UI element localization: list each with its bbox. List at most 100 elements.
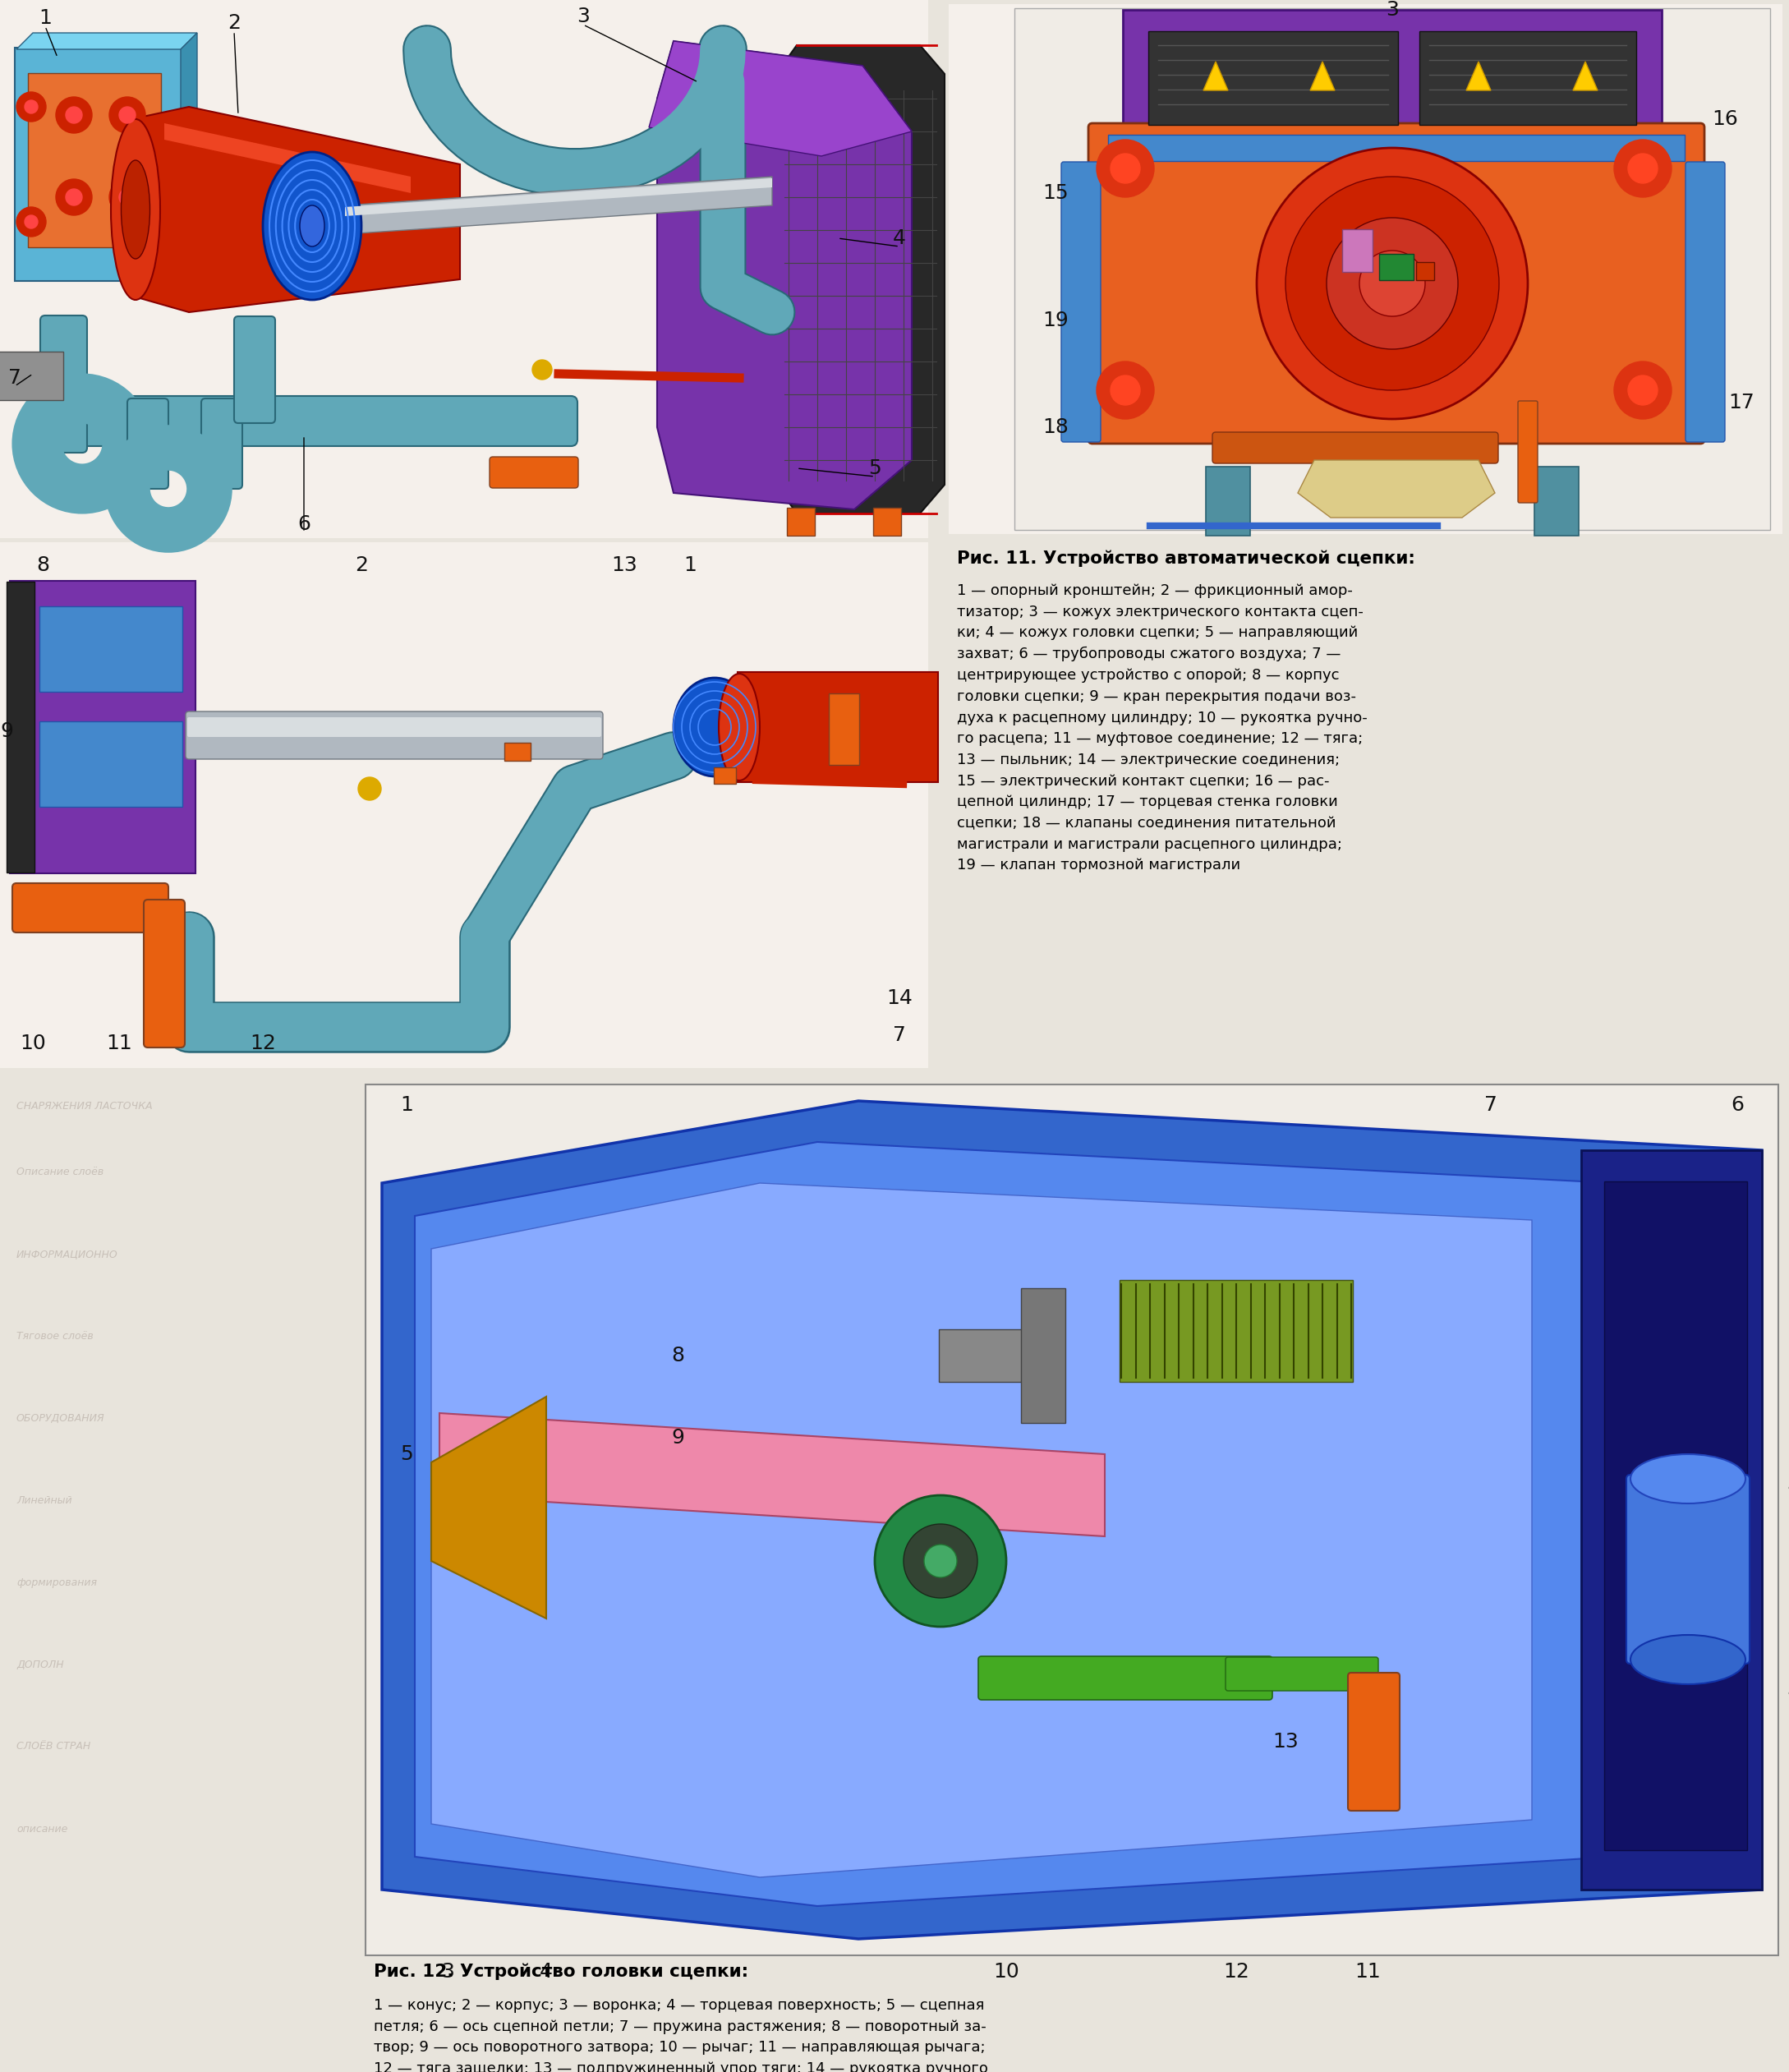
FancyBboxPatch shape <box>11 580 195 872</box>
FancyBboxPatch shape <box>1605 1181 1748 1850</box>
Text: формирования: формирования <box>453 823 533 833</box>
FancyBboxPatch shape <box>873 508 902 537</box>
Text: 8: 8 <box>36 555 50 576</box>
FancyBboxPatch shape <box>504 742 531 760</box>
Text: 4: 4 <box>540 1962 553 1981</box>
Text: ХАНИЧЕСКИХ УСТРОЙСТВ: ХАНИЧЕСКИХ УСТРОЙСТВ <box>460 54 598 64</box>
Circle shape <box>120 189 136 205</box>
Circle shape <box>109 178 145 215</box>
FancyBboxPatch shape <box>0 352 63 400</box>
Text: ОБОРУД: ОБОРУД <box>411 1577 463 1589</box>
Circle shape <box>1286 176 1499 390</box>
Polygon shape <box>657 41 912 510</box>
Circle shape <box>66 189 82 205</box>
Text: ОПИСАНИЕ СЛОЁВ: ОПИСАНИЕ СЛОЁВ <box>82 657 181 667</box>
FancyBboxPatch shape <box>1107 135 1685 162</box>
Bar <box>0 0 928 539</box>
Text: ДОПОЛН: ДОПОЛН <box>16 1660 64 1670</box>
FancyBboxPatch shape <box>1088 122 1705 443</box>
Circle shape <box>1111 153 1140 182</box>
Circle shape <box>1628 375 1658 404</box>
Circle shape <box>1327 218 1458 350</box>
FancyBboxPatch shape <box>1206 466 1251 537</box>
Polygon shape <box>415 1142 1614 1906</box>
Text: 11: 11 <box>106 1034 132 1053</box>
Polygon shape <box>1204 62 1227 91</box>
Text: ДОПОЛНЕНИЯ ИНФОРМАЦИОННО: ДОПОЛНЕНИЯ ИНФОРМАЦИОННО <box>82 164 263 174</box>
Text: 6: 6 <box>1730 1096 1744 1115</box>
FancyBboxPatch shape <box>13 883 168 932</box>
FancyBboxPatch shape <box>1626 1475 1750 1664</box>
FancyBboxPatch shape <box>1225 1658 1378 1691</box>
Polygon shape <box>181 33 197 280</box>
Text: 17: 17 <box>1728 394 1755 412</box>
FancyBboxPatch shape <box>14 48 182 282</box>
Ellipse shape <box>301 205 324 247</box>
Circle shape <box>1256 147 1528 419</box>
Text: 13: 13 <box>1272 1732 1299 1751</box>
Text: ЛАСТОЧКА: ЛАСТОЧКА <box>411 1175 481 1187</box>
Polygon shape <box>1297 460 1496 518</box>
FancyBboxPatch shape <box>186 711 603 758</box>
FancyBboxPatch shape <box>143 899 184 1048</box>
FancyBboxPatch shape <box>1417 261 1435 280</box>
Text: 11: 11 <box>1354 1962 1381 1981</box>
FancyBboxPatch shape <box>1342 230 1372 271</box>
FancyBboxPatch shape <box>200 398 242 489</box>
Polygon shape <box>16 33 197 50</box>
Text: 13: 13 <box>612 555 637 576</box>
FancyBboxPatch shape <box>1347 1672 1399 1811</box>
Polygon shape <box>440 1413 1106 1535</box>
Text: 4: 4 <box>893 228 905 249</box>
Text: СОСТАВ СНАРЯЖЕНИЯ, МЕ-: СОСТАВ СНАРЯЖЕНИЯ, МЕ- <box>460 29 606 39</box>
Text: СНАРЯЖЕНИЯ ЛАСТОЧКА: СНАРЯЖЕНИЯ ЛАСТОЧКА <box>16 1100 152 1111</box>
Text: 1 — конус; 2 — корпус; 3 — воронка; 4 — торцевая поверхность; 5 — сцепная
петля;: 1 — конус; 2 — корпус; 3 — воронка; 4 — … <box>374 1997 988 2072</box>
Polygon shape <box>1310 62 1335 91</box>
Text: 7: 7 <box>1485 1096 1497 1115</box>
Circle shape <box>1614 361 1671 419</box>
Text: СЛОЁВ СТРАН: СЛОЁВ СТРАН <box>16 1743 91 1753</box>
Ellipse shape <box>673 678 755 777</box>
Text: 7: 7 <box>9 369 21 387</box>
Text: 1: 1 <box>683 555 696 576</box>
Text: 1: 1 <box>401 1096 413 1115</box>
Text: 9: 9 <box>0 721 13 742</box>
FancyBboxPatch shape <box>787 508 814 537</box>
Bar <box>948 4 1782 535</box>
FancyBboxPatch shape <box>490 456 578 489</box>
Text: Описание слоёв: Описание слоёв <box>82 510 170 520</box>
Polygon shape <box>649 41 912 155</box>
Text: 6: 6 <box>297 514 311 535</box>
Circle shape <box>875 1496 1005 1627</box>
Ellipse shape <box>111 118 161 300</box>
FancyBboxPatch shape <box>1123 10 1662 143</box>
Text: Описание действий стр.: Описание действий стр. <box>460 87 592 97</box>
Text: Линейный: Линейный <box>411 1660 478 1672</box>
Polygon shape <box>1581 1150 1762 1890</box>
FancyBboxPatch shape <box>39 315 88 452</box>
Ellipse shape <box>1630 1635 1746 1685</box>
Ellipse shape <box>719 673 760 781</box>
Text: 3: 3 <box>576 6 590 27</box>
Text: 14: 14 <box>886 988 912 1009</box>
Text: 19: 19 <box>1043 311 1068 329</box>
Circle shape <box>1614 139 1671 197</box>
Text: 10: 10 <box>20 1034 47 1053</box>
Text: ИНФОРМАЦИОННО: ИНФОРМАЦИОННО <box>453 698 553 709</box>
Text: 15: 15 <box>1043 182 1068 203</box>
Text: 3: 3 <box>1386 0 1399 21</box>
Text: 3: 3 <box>442 1962 454 1981</box>
FancyBboxPatch shape <box>39 396 578 445</box>
Text: 8: 8 <box>671 1345 683 1365</box>
Bar <box>365 1084 1778 1956</box>
Circle shape <box>25 215 38 228</box>
FancyBboxPatch shape <box>1517 400 1539 503</box>
FancyBboxPatch shape <box>39 721 182 806</box>
Circle shape <box>55 97 91 133</box>
Circle shape <box>358 777 381 800</box>
Circle shape <box>1360 251 1426 317</box>
Text: ОБОРУДОВАНИЯ: ОБОРУДОВАНИЯ <box>16 1413 106 1423</box>
FancyBboxPatch shape <box>1379 255 1413 280</box>
Text: 2: 2 <box>354 555 369 576</box>
Circle shape <box>16 91 47 122</box>
